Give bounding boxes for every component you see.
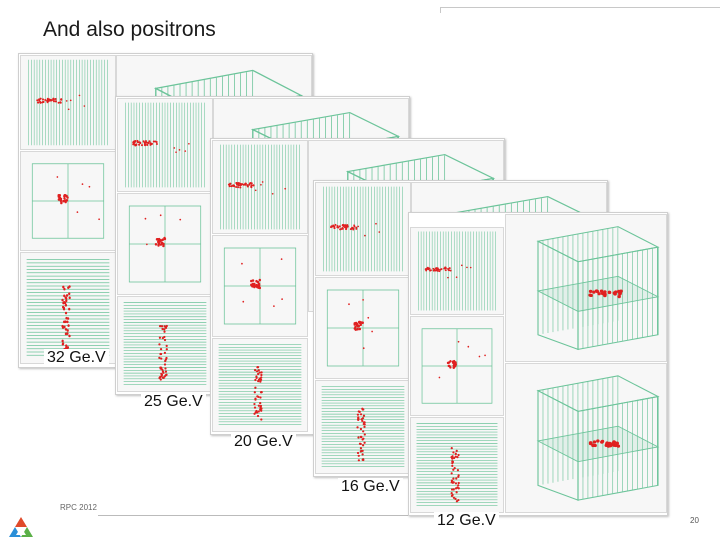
3d-view xyxy=(505,214,667,362)
slide-title: And also positrons xyxy=(43,18,216,41)
side-view xyxy=(117,98,213,192)
page-number: 20 xyxy=(690,516,699,525)
side-view xyxy=(20,55,116,150)
footer-text: RPC 2012 xyxy=(60,503,97,512)
layer-view xyxy=(20,252,116,364)
header-rule xyxy=(440,7,720,8)
layer-view xyxy=(212,338,308,432)
3d-view xyxy=(505,363,667,513)
header-rule-tick xyxy=(440,7,441,13)
energy-label-20: 20 Ge.V xyxy=(231,433,296,451)
front-view xyxy=(315,277,411,379)
layer-view xyxy=(410,417,504,513)
side-view xyxy=(315,182,411,276)
footer-rule xyxy=(98,515,658,516)
front-view xyxy=(117,193,213,295)
side-view xyxy=(410,227,504,315)
layer-view xyxy=(315,380,411,474)
lab-logo-icon xyxy=(9,517,33,537)
side-view xyxy=(212,140,308,234)
front-view xyxy=(20,151,116,251)
energy-label-32: 32 Ge.V xyxy=(44,349,109,367)
event-display-12gev xyxy=(408,212,668,516)
energy-label-25: 25 Ge.V xyxy=(141,393,206,411)
energy-label-12: 12 Ge.V xyxy=(434,512,499,530)
energy-label-16: 16 Ge.V xyxy=(338,478,403,496)
layer-view xyxy=(117,296,213,392)
front-view xyxy=(410,316,504,416)
front-view xyxy=(212,235,308,337)
